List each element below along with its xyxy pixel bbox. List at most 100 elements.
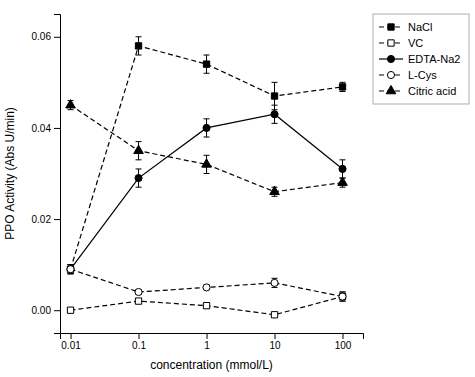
tick-mark — [71, 333, 72, 339]
point — [202, 159, 212, 167]
plot-root: 0.01 0.1 1 10 100 0.00 0.02 0.04 0.06 concentrati… — [3, 14, 469, 372]
point — [135, 174, 142, 181]
point — [203, 61, 209, 67]
series — [66, 100, 348, 197]
error-bar — [68, 265, 74, 274]
series — [67, 37, 345, 274]
point — [271, 111, 278, 118]
legend-label: NaCl — [408, 21, 432, 33]
tick-label: 0.1 — [132, 340, 146, 351]
point — [339, 293, 345, 299]
error-bar — [68, 265, 74, 274]
tick-mark — [54, 128, 60, 129]
axis-line — [61, 334, 364, 340]
tick-mark — [275, 333, 276, 339]
legend-entry: NaCl — [379, 21, 432, 33]
legend-marker — [386, 85, 396, 93]
series — [67, 105, 346, 274]
tick: 0.1 — [132, 333, 146, 351]
point — [135, 288, 142, 295]
tick: 1 — [204, 333, 210, 351]
series-line — [71, 114, 343, 269]
error-bar — [272, 105, 278, 123]
error-bar — [204, 303, 210, 308]
legend-frame — [373, 14, 469, 104]
legend-marker — [387, 71, 394, 78]
point — [134, 145, 144, 153]
point — [135, 298, 141, 304]
error-bar — [272, 278, 278, 287]
error-bar — [136, 169, 142, 187]
series-line — [71, 269, 343, 296]
tick-label: 1 — [204, 340, 210, 351]
legend-entry: Citric acid — [379, 85, 456, 97]
tick-label: 100 — [335, 340, 352, 351]
error-bar — [136, 37, 142, 55]
point — [135, 43, 141, 49]
series — [67, 265, 346, 301]
point — [338, 177, 348, 185]
error-bar — [204, 119, 210, 137]
x-axis-title: concentration (mmol/L) — [150, 358, 273, 372]
tick-label: 0.06 — [32, 31, 52, 42]
error-bar — [340, 292, 346, 301]
tick-label: 10 — [269, 340, 281, 351]
tick-mark — [343, 333, 344, 339]
tick-mark — [54, 37, 60, 38]
legend-marker — [388, 40, 394, 46]
tick-label: 0.01 — [61, 340, 81, 351]
tick-mark — [54, 310, 60, 311]
legend-entry: VC — [379, 37, 423, 49]
point — [339, 165, 346, 172]
series-line — [71, 105, 343, 192]
point — [271, 312, 277, 318]
y-axis: 0.00 0.02 0.04 0.06 — [32, 15, 61, 334]
tick-label: 0.00 — [32, 305, 52, 316]
legend-label: Citric acid — [408, 85, 456, 97]
point — [67, 266, 73, 272]
tick-mark — [54, 219, 60, 220]
error-bar — [136, 299, 142, 304]
y-axis-title: PPO Activity (Abs U/min) — [3, 107, 17, 240]
legend-entry: L-Cys — [379, 69, 437, 81]
axis-line — [54, 15, 61, 334]
point — [203, 284, 210, 291]
tick: 0.04 — [32, 123, 60, 134]
legend-entry: EDTA-Na2 — [379, 53, 460, 65]
plot-area — [66, 37, 348, 318]
point — [203, 124, 210, 131]
tick: 0.01 — [61, 333, 81, 351]
legend-marker — [388, 24, 394, 30]
legend-marker — [387, 55, 394, 62]
point — [271, 279, 278, 286]
point — [271, 93, 277, 99]
point — [67, 266, 74, 273]
error-bar — [204, 55, 210, 73]
point — [203, 302, 209, 308]
series-line — [71, 46, 343, 269]
tick-mark — [207, 333, 208, 339]
x-axis: 0.01 0.1 1 10 100 — [61, 333, 364, 351]
tick: 0.00 — [32, 305, 60, 316]
tick: 0.02 — [32, 214, 60, 225]
chart: 0.01 0.1 1 10 100 0.00 0.02 0.04 0.06 concentrati… — [0, 0, 475, 377]
tick-label: 0.02 — [32, 214, 52, 225]
tick-mark — [139, 333, 140, 339]
error-bar — [68, 308, 74, 313]
legend-label: VC — [408, 37, 423, 49]
point — [339, 84, 345, 90]
error-bar — [272, 312, 278, 317]
point — [67, 307, 73, 313]
point — [66, 100, 76, 108]
point — [270, 186, 280, 194]
error-bar — [340, 160, 346, 178]
legend-label: EDTA-Na2 — [408, 53, 460, 65]
series-line — [71, 297, 343, 315]
tick: 0.06 — [32, 31, 60, 42]
point — [339, 293, 346, 300]
point — [67, 266, 74, 273]
legend-label: L-Cys — [408, 69, 437, 81]
legend: NaCl VC EDTA-Na2 L-Cys Citric acid — [373, 14, 469, 104]
error-bar — [340, 292, 346, 301]
tick: 10 — [269, 333, 281, 351]
